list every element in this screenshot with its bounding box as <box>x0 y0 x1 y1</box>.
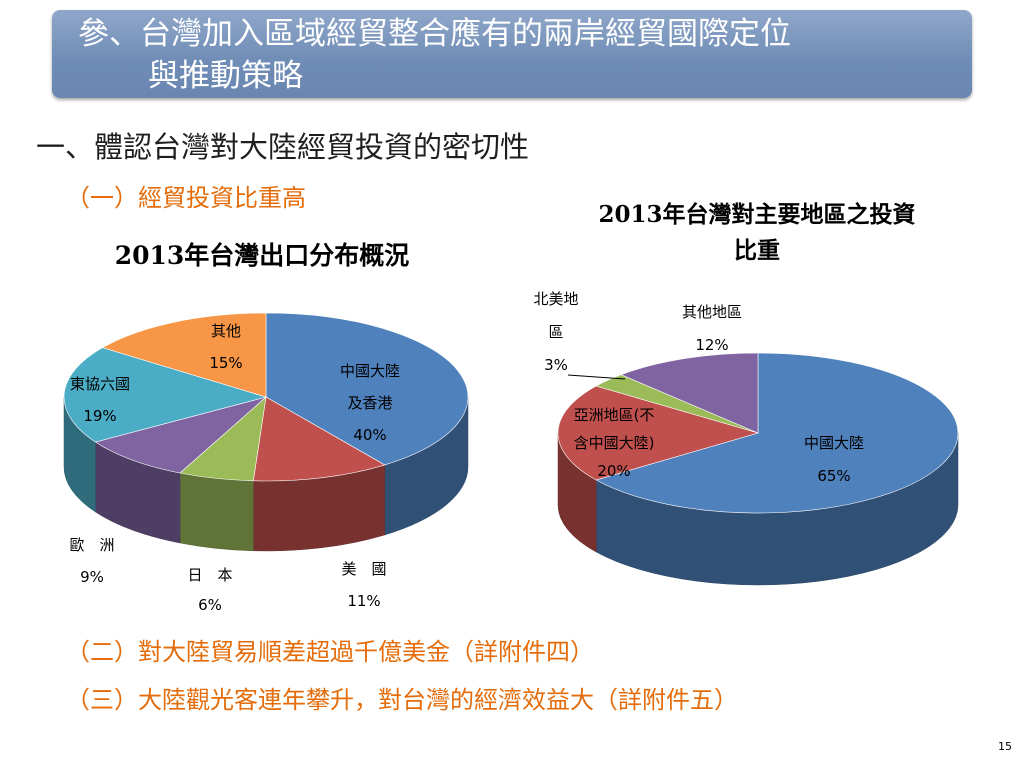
pie-value-label-1-1: 20% <box>597 462 630 480</box>
pie-value-label-0-0: 40% <box>353 426 386 444</box>
pie-value-label-1-2: 3% <box>544 356 568 374</box>
pie-value-label-0-5: 15% <box>209 354 242 372</box>
pie-category-label-0-1: 美 國 <box>341 560 386 578</box>
pie-category-label-0-0: 及香港 <box>347 394 392 412</box>
pie-category-label-1-2: 區 <box>548 323 563 341</box>
pie-value-label-0-3: 9% <box>80 568 104 586</box>
pie-value-label-0-4: 19% <box>83 407 116 425</box>
pie-value-label-0-2: 6% <box>198 596 222 614</box>
pie-value-label-0-1: 11% <box>347 592 380 610</box>
pie-slice-0-5 <box>101 312 267 398</box>
pie-category-label-1-1: 亞洲地區(不 <box>574 406 655 424</box>
export-chart-title: 2013年台灣出口分布概況 <box>115 241 410 270</box>
investment-chart-title-line-2: 比重 <box>734 237 780 264</box>
slide-title-line-2: 與推動策略 <box>148 58 303 94</box>
subheading-1: （一）經貿投資比重高 <box>66 184 306 212</box>
pie-category-label-0-3: 歐 洲 <box>69 536 114 554</box>
subheading-2: （二）對大陸貿易順差超過千億美金（詳附件四） <box>66 638 594 666</box>
pie-category-label-0-4: 東協六國 <box>70 375 130 393</box>
pie-slice-1-3 <box>620 352 759 434</box>
pie-category-label-1-3: 其他地區 <box>682 303 742 321</box>
pie-slice-1-0 <box>595 352 959 514</box>
page-number: 15 <box>998 740 1012 753</box>
pie-category-label-1-0: 中國大陸 <box>804 434 864 452</box>
slide-title-line-1: 參、台灣加入區域經貿整合應有的兩岸經貿國際定位 <box>78 16 791 52</box>
pie-slice-0-4 <box>63 347 268 443</box>
pie-slice-0-1 <box>252 396 386 482</box>
pie-value-label-1-0: 65% <box>817 467 850 485</box>
pie-slice-1-1 <box>557 385 760 481</box>
investment-chart-title-line-1: 2013年台灣對主要地區之投資 <box>598 201 915 228</box>
leader-line <box>567 374 626 380</box>
pie-category-label-1-1: 含中國大陸) <box>574 434 655 452</box>
pie-category-label-0-0: 中國大陸 <box>340 362 400 380</box>
pie-category-label-1-2: 北美地 <box>533 290 578 308</box>
pie-slice-0-3 <box>94 396 267 474</box>
subheading-3: （三）大陸觀光客連年攀升，對台灣的經濟效益大（詳附件五） <box>66 686 738 714</box>
pie-value-label-1-3: 12% <box>695 336 728 354</box>
pie-side-0-2 <box>179 472 254 552</box>
title-banner <box>52 10 972 98</box>
section-heading: 一、體認台灣對大陸經貿投資的密切性 <box>36 130 530 164</box>
pie-category-label-0-5: 其他 <box>211 322 241 340</box>
pie-category-label-0-2: 日 本 <box>187 566 232 584</box>
pie-slice-0-0 <box>265 312 469 466</box>
